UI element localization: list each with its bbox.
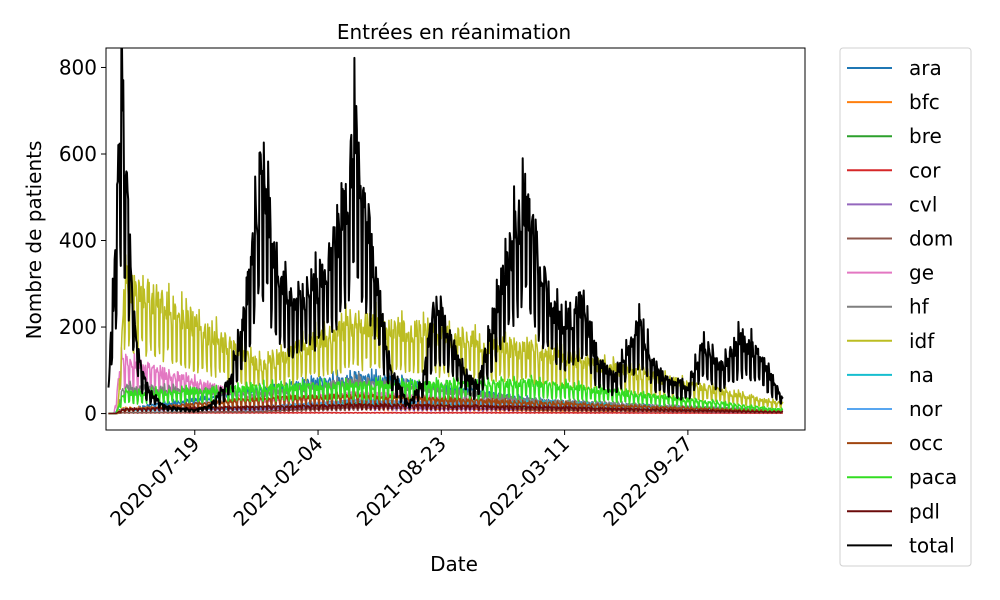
legend-label-na: na bbox=[909, 363, 934, 387]
legend-label-pdl: pdl bbox=[909, 499, 940, 523]
y-axis-title: Nombre de patients bbox=[22, 141, 46, 340]
legend-label-bre: bre bbox=[909, 124, 942, 148]
series-layer bbox=[107, 48, 784, 415]
y-tick-label: 400 bbox=[59, 229, 97, 253]
x-axis-title: Date bbox=[430, 552, 478, 576]
legend-label-idf: idf bbox=[909, 329, 935, 353]
legend-label-nor: nor bbox=[909, 397, 943, 421]
legend-label-dom: dom bbox=[909, 227, 953, 251]
plot-frame bbox=[105, 47, 806, 431]
series-line-pdl bbox=[108, 402, 784, 415]
series-line-total bbox=[107, 48, 784, 413]
y-tick-label: 200 bbox=[59, 315, 97, 339]
series-line-cor bbox=[108, 411, 783, 415]
legend-label-cvl: cvl bbox=[909, 192, 937, 216]
legend-label-ge: ge bbox=[909, 261, 934, 285]
legend-label-cor: cor bbox=[909, 158, 941, 182]
legend-label-paca: paca bbox=[909, 465, 957, 489]
legend-label-ara: ara bbox=[909, 56, 942, 80]
legend-frame bbox=[839, 47, 972, 567]
legend-label-occ: occ bbox=[909, 431, 943, 455]
legend-label-hf: hf bbox=[909, 295, 930, 319]
legend: ara bfc bre cor cvl dom ge hf idf na nor occ paca pdl… bbox=[839, 47, 972, 567]
y-axis: 0 200 400 600 800 bbox=[59, 55, 106, 426]
plot-area bbox=[105, 47, 806, 431]
y-tick-label: 600 bbox=[59, 142, 97, 166]
y-tick-label: 800 bbox=[59, 55, 97, 79]
y-tick-label: 0 bbox=[84, 402, 97, 426]
chart-title: Entrées en réanimation bbox=[337, 20, 571, 44]
legend-label-total: total bbox=[909, 533, 955, 557]
legend-label-bfc: bfc bbox=[909, 90, 940, 114]
